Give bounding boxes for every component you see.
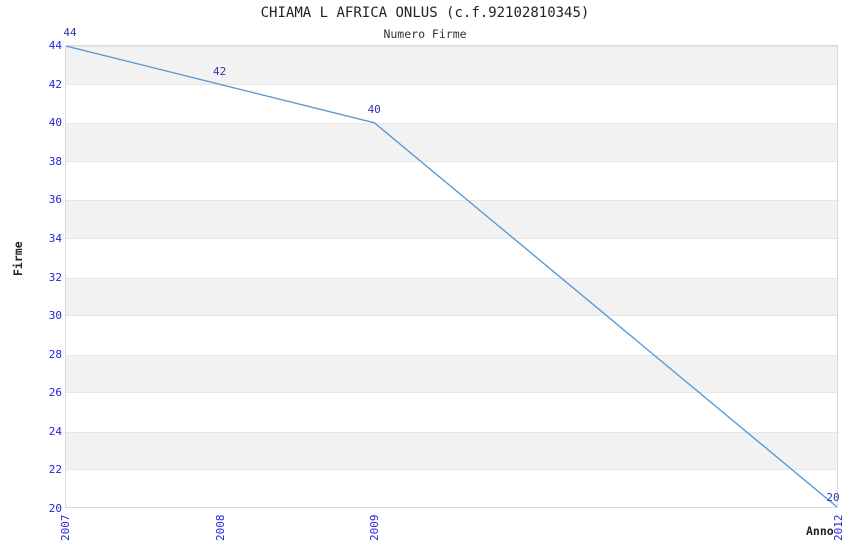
series-polyline: [66, 46, 837, 507]
x-axis-tick-label: 2012: [832, 514, 845, 542]
grid-band: [66, 277, 837, 317]
series-line-chart: [66, 46, 837, 507]
data-point-label: 44: [63, 26, 77, 39]
y-axis-tick-label: 30: [48, 309, 62, 323]
y-axis-tick-label: 36: [48, 193, 62, 207]
y-axis-tick-label: 20: [48, 502, 62, 515]
y-axis-tick-label: 40: [48, 116, 62, 130]
grid-band: [66, 354, 837, 394]
x-axis-title: Anno: [806, 524, 834, 538]
y-axis-tick-label: 26: [48, 386, 62, 400]
y-axis-title: Firme: [11, 241, 25, 276]
chart-subtitle: Numero Firme: [383, 27, 467, 41]
grid-band: [66, 431, 837, 471]
y-axis-tick-label: 34: [48, 231, 62, 245]
data-point-label: 40: [367, 103, 381, 117]
y-axis-tick-label: 28: [48, 347, 62, 361]
x-axis-tick-label: 2007: [59, 514, 72, 542]
grid-band: [66, 200, 837, 239]
y-axis-tick-labels: 44 42 40 38 36 34 32 30 28 26 24 22 20: [0, 0, 62, 550]
chart-title: CHIAMA L AFRICA ONLUS (c.f.92102810345): [260, 5, 590, 21]
y-axis-tick-label: 42: [48, 77, 62, 91]
y-axis-tick-label: 38: [48, 154, 62, 168]
x-axis-tick-label: 2009: [368, 514, 382, 542]
plot-area: [65, 45, 838, 508]
x-axis-tick-label: 2008: [213, 514, 227, 542]
y-axis-tick-label: 44: [48, 39, 62, 52]
y-axis-tick-label: 22: [48, 463, 62, 477]
data-point-label: 42: [212, 64, 227, 78]
data-point-label: 20: [826, 491, 840, 504]
y-axis-tick-label: 24: [48, 424, 62, 438]
grid-band: [66, 123, 837, 162]
y-axis-tick-label: 32: [48, 270, 62, 284]
